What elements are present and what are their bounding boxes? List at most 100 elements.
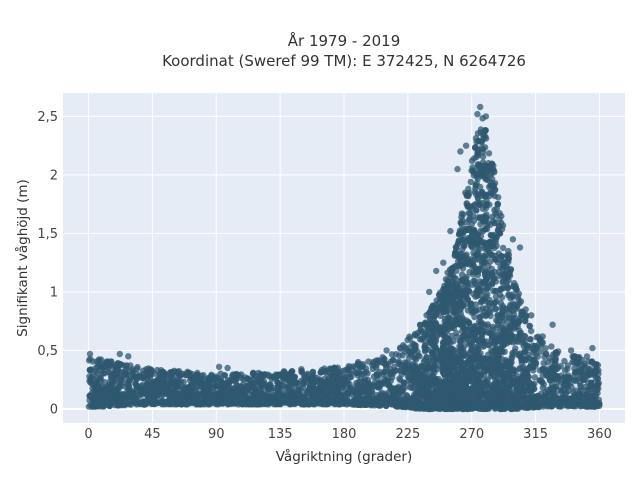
data-point [569,358,576,366]
data-point [275,383,282,391]
data-point [522,348,529,355]
data-point [390,356,397,364]
data-point [474,150,481,157]
data-point [365,388,372,395]
data-point [488,270,495,277]
data-point [477,238,484,245]
data-point [469,261,477,268]
data-point [451,384,459,391]
data-point [481,170,488,177]
data-point [335,398,343,406]
data-point [463,260,470,267]
data-point [474,250,482,257]
data-point [109,378,116,385]
data-point [590,396,597,403]
data-point [463,273,470,281]
data-point [455,372,462,379]
data-point [366,394,373,401]
data-point [171,379,179,386]
data-point [488,363,496,370]
data-point [449,264,457,271]
data-point [527,327,535,335]
data-point [477,254,485,262]
data-point [531,374,539,381]
data-point [133,375,140,383]
data-point [564,362,572,369]
data-point [549,395,556,402]
data-point [459,217,466,224]
data-point [552,349,559,356]
data-point [574,360,581,367]
data-point [472,144,479,151]
data-point [455,320,462,328]
data-point [481,258,489,265]
data-point [473,138,480,145]
data-point [328,371,336,379]
data-point [461,241,468,249]
data-point [365,358,372,365]
data-point [113,387,121,394]
data-point [300,401,307,408]
data-point [566,374,574,381]
data-point [472,182,479,189]
data-point [488,279,496,287]
data-point [588,369,595,377]
data-point [574,391,581,399]
data-point [521,387,528,394]
data-point [420,392,427,399]
data-point [451,364,458,371]
data-point [507,295,514,302]
data-point [274,378,281,386]
data-point [318,378,325,385]
data-point [498,310,505,317]
data-point [408,349,416,356]
data-point [516,327,523,334]
data-point [462,252,469,260]
data-point [412,342,419,349]
data-point [478,188,486,196]
data-point [470,268,477,276]
data-point [406,333,413,340]
data-point [123,394,130,401]
data-point [509,351,516,358]
data-point [345,389,353,397]
data-point [496,216,503,223]
data-point [421,342,429,349]
data-point [471,313,478,321]
data-point [475,163,482,170]
data-point [500,376,507,383]
data-point [471,167,479,174]
data-point [581,360,588,368]
data-point [183,387,190,395]
data-point [488,370,495,377]
data-point [168,369,175,376]
data-point [574,355,581,362]
data-point [88,403,96,410]
data-point [370,360,377,367]
data-point [548,343,555,350]
data-point [542,393,549,400]
data-point [504,358,511,366]
data-point [542,345,549,352]
data-point [143,369,150,376]
data-point [594,381,601,388]
data-point [528,387,536,394]
data-point [429,303,436,310]
data-point [468,281,476,288]
data-point [482,251,490,258]
data-point [407,404,414,411]
data-point [462,365,469,372]
data-point [489,301,497,308]
data-point [225,379,233,387]
data-point [518,356,525,364]
data-point [353,369,360,377]
data-point [442,347,450,354]
data-point [309,369,316,376]
data-point [421,321,428,328]
data-point [482,202,490,209]
data-point [180,378,187,385]
data-point [475,346,482,353]
data-point [416,353,423,360]
data-point [480,343,487,350]
data-point [553,365,560,373]
